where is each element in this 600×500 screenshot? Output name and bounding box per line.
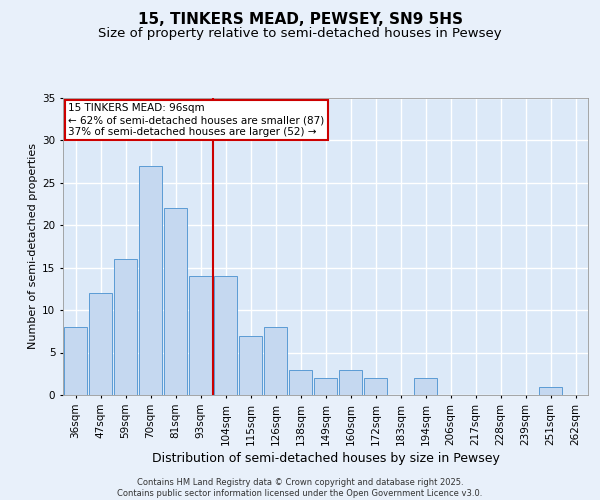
Text: 15, TINKERS MEAD, PEWSEY, SN9 5HS: 15, TINKERS MEAD, PEWSEY, SN9 5HS <box>137 12 463 28</box>
Text: 15 TINKERS MEAD: 96sqm
← 62% of semi-detached houses are smaller (87)
37% of sem: 15 TINKERS MEAD: 96sqm ← 62% of semi-det… <box>68 104 325 136</box>
Bar <box>139 166 163 395</box>
Bar <box>113 259 137 395</box>
Bar <box>338 370 362 395</box>
Bar <box>364 378 388 395</box>
Bar <box>263 327 287 395</box>
Bar <box>314 378 337 395</box>
Text: Contains HM Land Registry data © Crown copyright and database right 2025.
Contai: Contains HM Land Registry data © Crown c… <box>118 478 482 498</box>
Bar <box>188 276 212 395</box>
X-axis label: Distribution of semi-detached houses by size in Pewsey: Distribution of semi-detached houses by … <box>152 452 499 464</box>
Bar <box>164 208 187 395</box>
Bar <box>64 327 88 395</box>
Bar <box>214 276 238 395</box>
Bar <box>89 293 112 395</box>
Bar <box>239 336 262 395</box>
Bar <box>289 370 313 395</box>
Bar <box>413 378 437 395</box>
Bar <box>539 386 562 395</box>
Text: Size of property relative to semi-detached houses in Pewsey: Size of property relative to semi-detach… <box>98 28 502 40</box>
Y-axis label: Number of semi-detached properties: Number of semi-detached properties <box>28 143 38 350</box>
